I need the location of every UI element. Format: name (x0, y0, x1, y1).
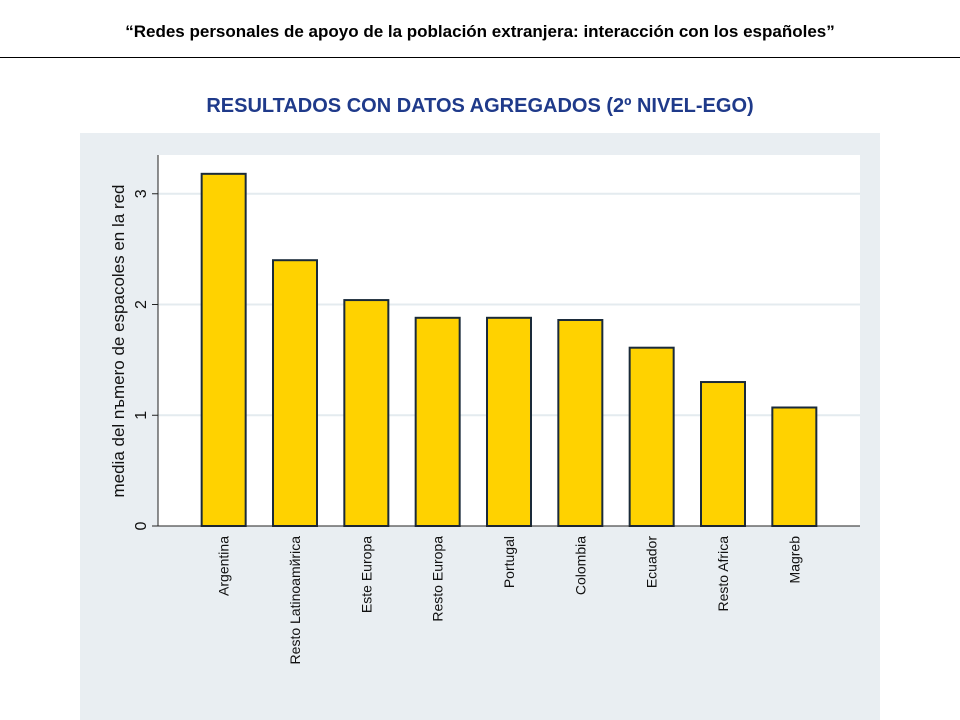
bars (200, 172, 818, 527)
y-tick-label: 1 (133, 411, 150, 420)
x-tick-label: Magreb (786, 536, 802, 584)
axes (152, 155, 860, 527)
header-title: “Redes personales de apoyo de la poblaci… (125, 22, 835, 41)
x-tick-label: Resto Africa (715, 536, 731, 612)
y-axis-label: media del nъmero de espacoles en la red (109, 184, 128, 497)
bar (343, 299, 390, 527)
bar (628, 346, 675, 527)
bar (486, 316, 532, 527)
section-title: RESULTADOS CON DATOS AGREGADOS (2º NIVEL… (206, 95, 754, 117)
y-tick-label: 0 (133, 521, 150, 530)
x-tick-label: Resto Europa (430, 536, 446, 622)
bar (771, 406, 818, 527)
x-tick-label: Colombia (572, 536, 588, 595)
bar (557, 319, 604, 527)
x-tick-label: Portugal (501, 536, 517, 588)
tick-labels: 0 1 2 3 Argentina Resto Latinoamйrica Este Eur… (133, 189, 802, 664)
bar (700, 381, 746, 527)
header-divider (0, 57, 960, 58)
x-tick-label: Argentina (216, 536, 232, 596)
bar (200, 172, 247, 527)
bar-chart: 0 1 2 3 Argentina Resto Latinoamйrica Este Eur… (109, 155, 860, 664)
y-tick-label: 2 (133, 300, 150, 309)
y-tick-label: 3 (133, 189, 150, 198)
x-tick-label: Ecuador (644, 536, 660, 588)
chart-panel: 0 1 2 3 Argentina Resto Latinoamйrica Este Eur… (80, 133, 880, 720)
bar (272, 259, 318, 527)
x-tick-label: Este Europa (358, 536, 374, 613)
x-tick-label: Resto Latinoamйrica (287, 536, 303, 665)
bar (414, 316, 461, 527)
